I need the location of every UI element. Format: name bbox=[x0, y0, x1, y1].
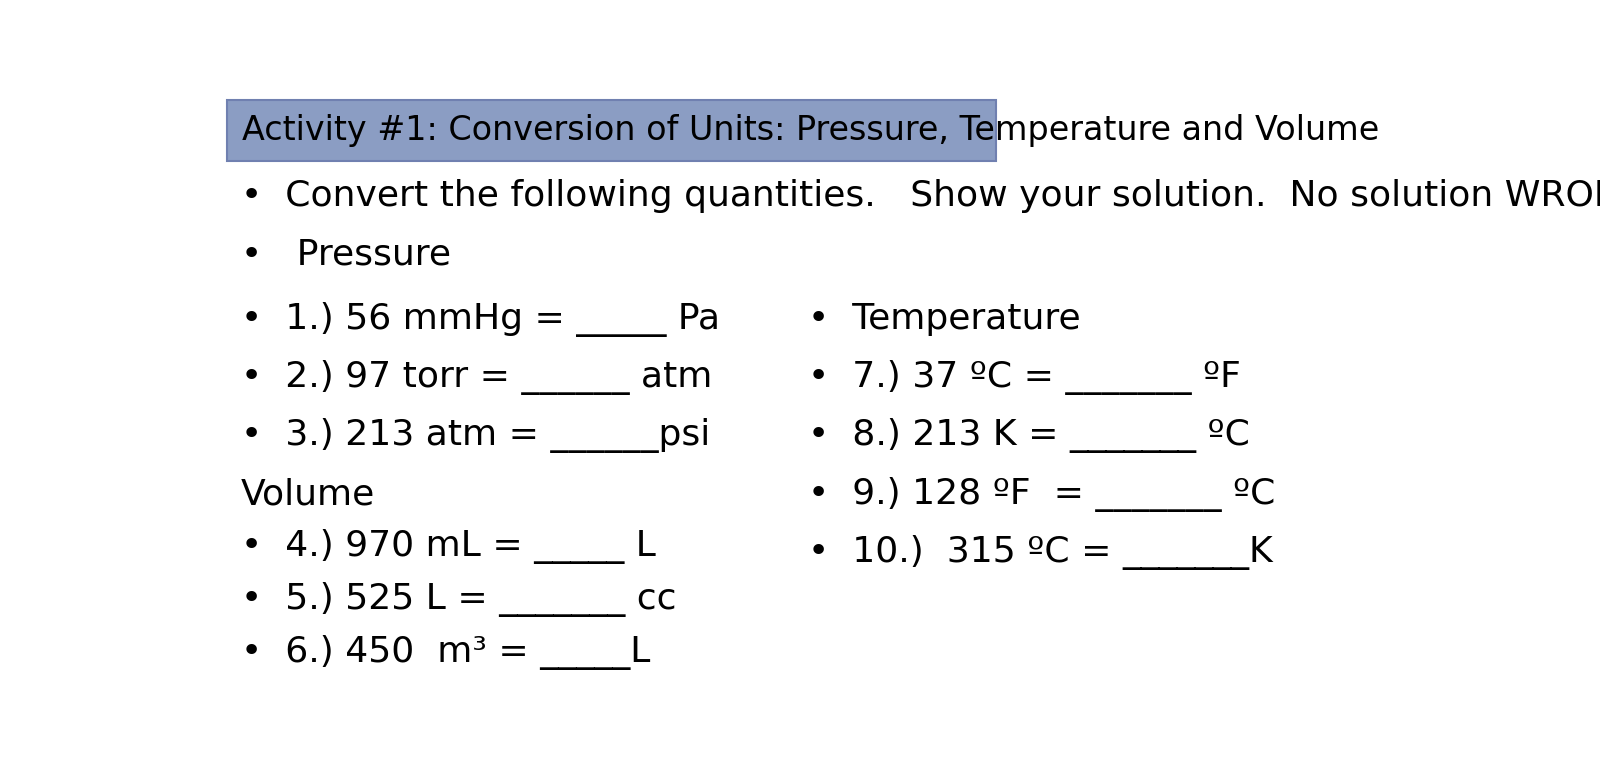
Text: •  1.) 56 mmHg = _____ Pa: • 1.) 56 mmHg = _____ Pa bbox=[242, 301, 720, 336]
Text: •  5.) 525 L = _______ cc: • 5.) 525 L = _______ cc bbox=[242, 582, 677, 617]
FancyBboxPatch shape bbox=[227, 100, 997, 161]
Text: •   Pressure: • Pressure bbox=[242, 238, 451, 272]
Text: •  4.) 970 mL = _____ L: • 4.) 970 mL = _____ L bbox=[242, 530, 656, 565]
Text: •  9.) 128 ºF  = _______ ºC: • 9.) 128 ºF = _______ ºC bbox=[808, 477, 1275, 512]
Text: Volume: Volume bbox=[242, 477, 374, 512]
Text: •  Convert the following quantities.   Show your solution.  No solution WRONG: • Convert the following quantities. Show… bbox=[242, 179, 1600, 213]
Text: •  6.) 450  m³ = _____L: • 6.) 450 m³ = _____L bbox=[242, 635, 650, 669]
Text: •  7.) 37 ºC = _______ ºF: • 7.) 37 ºC = _______ ºF bbox=[808, 360, 1240, 395]
Text: Activity #1: Conversion of Units: Pressure, Temperature and Volume: Activity #1: Conversion of Units: Pressu… bbox=[242, 114, 1379, 147]
Text: •  Temperature: • Temperature bbox=[808, 302, 1080, 336]
Text: •  10.)  315 ºC = _______K: • 10.) 315 ºC = _______K bbox=[808, 535, 1272, 570]
Text: •  3.) 213 atm = ______psi: • 3.) 213 atm = ______psi bbox=[242, 418, 710, 453]
Text: •  8.) 213 K = _______ ºC: • 8.) 213 K = _______ ºC bbox=[808, 418, 1250, 453]
Text: •  2.) 97 torr = ______ atm: • 2.) 97 torr = ______ atm bbox=[242, 360, 712, 395]
